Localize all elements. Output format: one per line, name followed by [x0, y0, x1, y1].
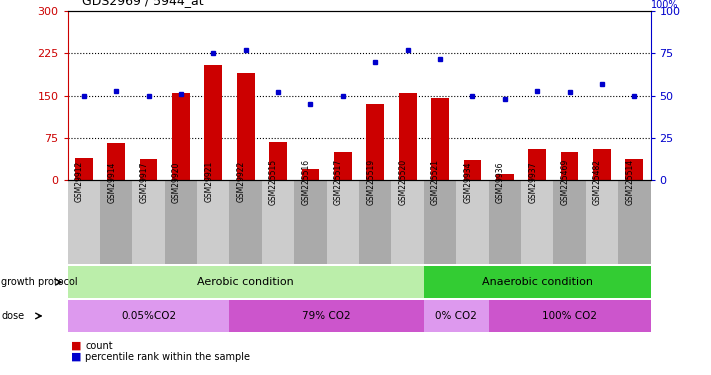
- Text: 0% CO2: 0% CO2: [435, 311, 477, 321]
- Text: GSM225521: GSM225521: [431, 159, 440, 205]
- Text: GSM29921: GSM29921: [204, 161, 213, 202]
- Text: GSM225482: GSM225482: [593, 159, 602, 205]
- Bar: [75, 158, 92, 180]
- Bar: [626, 159, 643, 180]
- Bar: [366, 104, 384, 180]
- Text: GSM29937: GSM29937: [528, 161, 538, 202]
- Text: Aerobic condition: Aerobic condition: [198, 277, 294, 287]
- Bar: [301, 169, 319, 180]
- Bar: [237, 73, 255, 180]
- Text: GSM29914: GSM29914: [107, 161, 116, 202]
- Bar: [528, 149, 546, 180]
- Text: GSM29912: GSM29912: [75, 161, 84, 202]
- Text: GSM29936: GSM29936: [496, 161, 505, 202]
- Bar: [593, 149, 611, 180]
- Text: GDS2969 / 5944_at: GDS2969 / 5944_at: [82, 0, 203, 8]
- Text: ■: ■: [71, 352, 82, 362]
- Bar: [561, 152, 579, 180]
- Text: GSM225469: GSM225469: [560, 159, 570, 205]
- Bar: [399, 93, 417, 180]
- Text: GSM225516: GSM225516: [301, 159, 311, 205]
- Bar: [139, 159, 157, 180]
- Text: GSM225520: GSM225520: [399, 159, 407, 205]
- Text: 0.05%CO2: 0.05%CO2: [121, 311, 176, 321]
- Text: GSM29917: GSM29917: [139, 161, 149, 202]
- Bar: [172, 93, 190, 180]
- Text: 79% CO2: 79% CO2: [302, 311, 351, 321]
- Text: GSM29920: GSM29920: [172, 161, 181, 202]
- Bar: [431, 99, 449, 180]
- Text: count: count: [85, 340, 113, 351]
- Text: 100%: 100%: [651, 0, 678, 10]
- Text: 100% CO2: 100% CO2: [542, 311, 597, 321]
- Text: GSM225515: GSM225515: [269, 159, 278, 205]
- Bar: [334, 152, 352, 180]
- Text: percentile rank within the sample: percentile rank within the sample: [85, 352, 250, 362]
- Text: Anaerobic condition: Anaerobic condition: [481, 277, 593, 287]
- Text: GSM29922: GSM29922: [237, 161, 246, 202]
- Bar: [204, 64, 223, 180]
- Bar: [464, 160, 481, 180]
- Text: growth protocol: growth protocol: [1, 277, 78, 287]
- Bar: [496, 174, 514, 180]
- Bar: [107, 144, 125, 180]
- Text: GSM225514: GSM225514: [626, 159, 634, 205]
- Bar: [269, 142, 287, 180]
- Text: GSM225519: GSM225519: [366, 159, 375, 205]
- Text: GSM225517: GSM225517: [334, 159, 343, 205]
- Text: ■: ■: [71, 340, 82, 351]
- Text: GSM29934: GSM29934: [464, 161, 472, 202]
- Text: dose: dose: [1, 311, 25, 321]
